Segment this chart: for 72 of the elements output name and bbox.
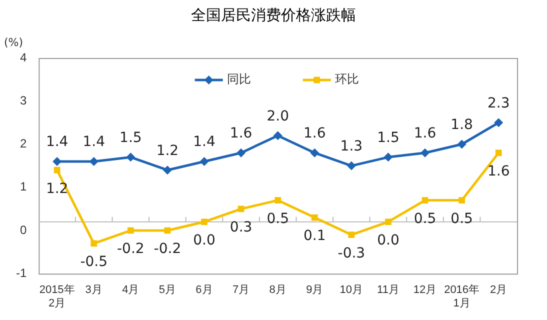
data-label: 0.0	[193, 232, 216, 248]
data-label: 0.0	[377, 232, 400, 248]
y-tick-label: 2	[20, 136, 27, 151]
data-label: 0.5	[414, 210, 436, 227]
point	[54, 166, 60, 174]
point	[385, 218, 392, 226]
y-tick-label: 4	[20, 50, 27, 64]
data-label: 1.8	[450, 116, 473, 133]
data-label: 1.6	[487, 164, 510, 180]
point	[458, 197, 465, 204]
data-label: 1.6	[230, 126, 252, 142]
x-tick-label: 2016年 1月	[444, 284, 480, 310]
data-label: 1.2	[156, 142, 179, 159]
data-label: -0.3	[338, 245, 366, 262]
point	[348, 232, 355, 238]
x-tick-label: 6月	[196, 284, 213, 296]
point	[200, 156, 209, 166]
x-tick-label: 12月	[413, 284, 437, 296]
point	[457, 140, 466, 149]
point	[127, 227, 134, 234]
data-label: 0.5	[266, 210, 289, 227]
point	[346, 161, 356, 170]
data-label: 1.3	[340, 138, 363, 154]
data-label: -0.5	[80, 254, 108, 270]
y-tick-label: 1	[20, 180, 27, 194]
x-tick-label: 3月	[85, 284, 102, 296]
x-tick-label: 8月	[269, 284, 286, 296]
data-label: 1.4	[193, 134, 216, 150]
point	[422, 197, 428, 204]
point	[311, 214, 318, 221]
point	[495, 150, 502, 156]
chart-title: 全国居民消费价格涨跌幅	[190, 6, 357, 25]
data-label: 0.3	[230, 220, 252, 236]
legend-label: 环比	[334, 72, 359, 86]
point	[310, 148, 320, 158]
y-axis-title: (%)	[4, 36, 24, 49]
data-label: 2.0	[266, 108, 289, 124]
x-tick-label: 7月	[232, 284, 250, 296]
data-label: 1.4	[82, 134, 106, 150]
data-label: 1.4	[46, 134, 68, 150]
x-tick-label: 9月	[306, 284, 324, 296]
x-tick-label: 2月	[490, 284, 508, 296]
point	[238, 206, 244, 212]
point	[162, 166, 172, 175]
point	[274, 197, 282, 204]
x-tick-label: 2015年 2月	[39, 284, 75, 310]
data-label: -0.2	[116, 241, 144, 258]
data-label: 1.6	[414, 126, 436, 142]
data-label: 2.3	[487, 95, 510, 112]
point	[126, 152, 136, 162]
x-tick-label: 4月	[122, 284, 140, 296]
y-tick-label: -1	[16, 266, 27, 280]
data-label: 0.1	[303, 228, 326, 244]
data-label: 0.5	[450, 210, 473, 227]
point	[236, 148, 246, 158]
data-label: 1.2	[46, 180, 68, 197]
x-tick-label: 11月	[377, 284, 400, 296]
data-label: 1.6	[303, 126, 326, 142]
x-tick-label: 5月	[158, 284, 176, 296]
y-tick-label: 0	[20, 222, 27, 237]
data-label: 1.5	[120, 130, 142, 146]
point	[494, 118, 504, 128]
point	[273, 131, 282, 140]
point	[384, 152, 393, 162]
y-tick-label: 3	[20, 93, 27, 108]
data-label: 1.5	[377, 130, 400, 146]
point	[90, 240, 98, 247]
point	[201, 218, 208, 226]
legend-label: 同比	[226, 72, 251, 86]
point	[420, 148, 430, 158]
x-tick-label: 10月	[340, 284, 364, 296]
data-label: -0.2	[154, 241, 182, 258]
